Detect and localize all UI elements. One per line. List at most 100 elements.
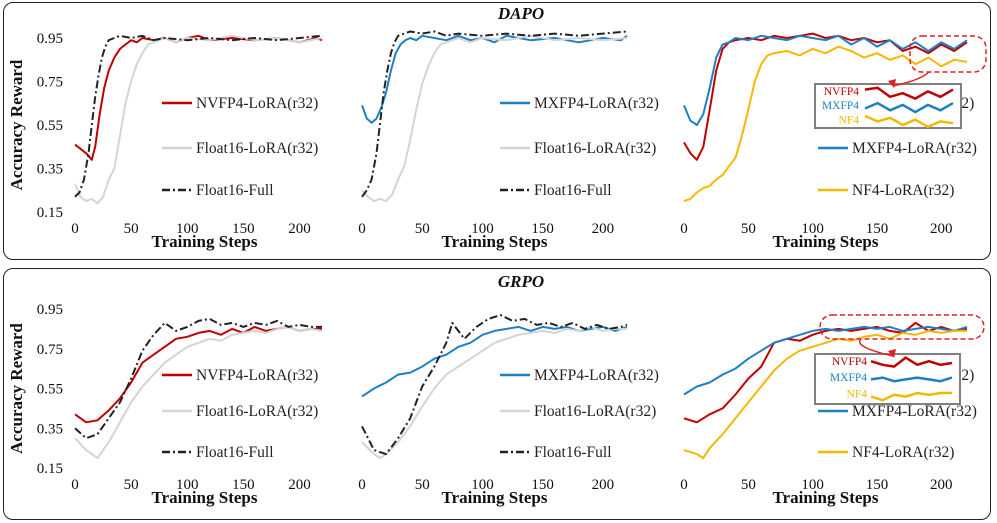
chart-grpo-2-xtick-label: 150 [531, 477, 554, 493]
chart-grpo-3-inset-label: NF4 [847, 388, 868, 400]
chart-grpo-3-zoom-arrow [859, 338, 894, 357]
chart-dapo-2-series-line-2 [361, 30, 628, 198]
chart-dapo-3-inset-frame [814, 83, 962, 129]
chart-grpo-1-ytick-label: 0.15 [37, 461, 63, 477]
chart-grpo-3-series-line-0 [683, 321, 968, 424]
chart-grpo-3-x-axis-label: Training Steps [773, 488, 879, 507]
chart-grpo-3-inset-label: MXFP4 [830, 372, 867, 384]
chart-dapo-2-series-line-1 [361, 34, 628, 203]
chart-dapo-3-inset-label: NF4 [839, 114, 860, 126]
chart-grpo-1-x-axis-label: Training Steps [152, 488, 258, 507]
chart-dapo-3-inset-series-line-1 [864, 101, 954, 114]
chart-dapo-2-legend-label: Float16-Full [534, 182, 612, 199]
chart-dapo-3-inset-label: MXFP4 [822, 100, 859, 112]
grpo-group-title: GRPO [497, 272, 545, 291]
chart-grpo-3-series-line-2 [683, 329, 967, 460]
chart-dapo-3-xtick-label: 100 [801, 221, 824, 237]
chart-dapo-2-legend-label: MXFP4-LoRA(r32) [534, 95, 659, 112]
chart-dapo-1-ytick-label: 0.55 [37, 118, 63, 134]
chart-grpo-1-xtick-label: 150 [232, 477, 255, 493]
chart-dapo-2-x-axis-label: Training Steps [442, 232, 548, 251]
chart-dapo-1-xtick-label: 0 [71, 221, 79, 237]
chart-dapo-3-zoom-region-box [909, 35, 987, 73]
chart-grpo-2-series-line-1 [361, 325, 627, 460]
chart-grpo-3-inset-series-line-0 [870, 356, 953, 368]
chart-grpo-3-xtick-label: 0 [680, 477, 688, 493]
chart-dapo-1-legend-label: Float16-LoRA(r32) [196, 140, 318, 157]
grpo-group-frame [3, 268, 991, 520]
chart-dapo-2-xtick-label: 200 [592, 221, 615, 237]
chart-dapo-1-ytick-label: 0.15 [37, 205, 63, 221]
chart-dapo-3-inset-label: NVFP4 [824, 86, 859, 98]
chart-dapo-1-xtick-label: 100 [176, 221, 199, 237]
chart-grpo-1-xtick-label: 0 [71, 477, 79, 493]
chart-dapo-2-xtick-label: 150 [531, 221, 554, 237]
chart-dapo-1-ytick-label: 0.35 [37, 162, 63, 178]
chart-dapo-3-xtick-label: 200 [930, 221, 953, 237]
chart-grpo-2-series-line-2 [361, 314, 628, 456]
chart-grpo-1-xtick-label: 100 [176, 477, 199, 493]
chart-grpo-1-series-line-1 [74, 325, 323, 460]
chart-grpo-1-y-axis-label: Accuracy Reward [7, 323, 26, 454]
chart-grpo-1-legend-label: NVFP4-LoRA(r32) [196, 367, 318, 384]
chart-dapo-1-xtick-label: 200 [288, 221, 311, 237]
chart-grpo-2-xtick-label: 100 [471, 477, 494, 493]
chart-dapo-1-y-axis-label: Accuracy Reward [7, 59, 26, 190]
chart-grpo-2-series-line-0 [361, 325, 628, 398]
chart-dapo-3-legend-label: NF4-LoRA(r32) [852, 182, 954, 199]
chart-grpo-3-legend-label: MXFP4-LoRA(r32) [852, 403, 977, 420]
chart-dapo-1-legend-label: Float16-Full [196, 182, 274, 199]
dapo-group-title: DAPO [497, 4, 545, 23]
chart-dapo-1-xtick-label: 150 [232, 221, 255, 237]
chart-dapo-2-xtick-label: 100 [471, 221, 494, 237]
chart-dapo-1-xtick-label: 50 [124, 221, 139, 237]
chart-grpo-2-x-axis-label: Training Steps [442, 488, 548, 507]
chart-grpo-2-legend-label: Float16-LoRA(r32) [534, 403, 656, 420]
chart-dapo-1-series-line-1 [74, 34, 323, 205]
chart-grpo-1-legend-label: Float16-Full [196, 444, 274, 461]
chart-grpo-2-legend-label: Float16-Full [534, 444, 612, 461]
chart-grpo-1-ytick-label: 0.55 [37, 382, 63, 398]
chart-grpo-2-legend-label: MXFP4-LoRA(r32) [534, 367, 659, 384]
chart-grpo-1-xtick-label: 50 [124, 477, 139, 493]
chart-grpo-3-zoom-arrowhead [888, 349, 896, 358]
chart-grpo-1-ytick-label: 0.75 [37, 342, 63, 358]
chart-grpo-1-legend-label: Float16-LoRA(r32) [196, 403, 318, 420]
chart-dapo-1-legend-label: NVFP4-LoRA(r32) [196, 95, 318, 112]
chart-grpo-1-ytick-label: 0.35 [37, 421, 63, 437]
chart-dapo-3-inset-series-line-2 [864, 114, 954, 129]
chart-grpo-2-xtick-label: 0 [358, 477, 366, 493]
chart-dapo-3-zoom-arrowhead [888, 79, 896, 88]
chart-grpo-1-ytick-label: 0.95 [37, 302, 63, 318]
chart-dapo-2-legend-label: Float16-LoRA(r32) [534, 140, 656, 157]
chart-dapo-1-ytick-label: 0.95 [37, 31, 63, 47]
chart-grpo-1-xtick-label: 200 [288, 477, 311, 493]
chart-grpo-2-xtick-label: 50 [415, 477, 430, 493]
chart-grpo-3-zoom-region-box [819, 314, 985, 340]
chart-dapo-3-series-line-2 [683, 45, 968, 203]
chart-grpo-3-xtick-label: 150 [866, 477, 889, 493]
chart-dapo-3-xtick-label: 50 [741, 221, 756, 237]
chart-grpo-3-xtick-label: 200 [930, 477, 953, 493]
chart-dapo-3-x-axis-label: Training Steps [773, 232, 879, 251]
chart-grpo-3-series-line-1 [683, 325, 968, 396]
chart-grpo-3-inset-series-line-1 [870, 376, 953, 383]
chart-grpo-3-xtick-label: 100 [801, 477, 824, 493]
chart-grpo-2-xtick-label: 200 [592, 477, 615, 493]
chart-dapo-1-series-line-2 [74, 34, 323, 198]
chart-dapo-3-inset-series-line-0 [864, 86, 954, 100]
chart-dapo-1-x-axis-label: Training Steps [152, 232, 258, 251]
chart-grpo-3-xtick-label: 50 [741, 477, 756, 493]
dapo-group-frame [3, 2, 991, 260]
chart-grpo-3-inset-label: NVFP4 [832, 356, 867, 368]
chart-dapo-2-xtick-label: 0 [358, 221, 366, 237]
chart-dapo-1-ytick-label: 0.75 [37, 75, 63, 91]
chart-grpo-3-inset-series-line-2 [870, 391, 952, 402]
chart-dapo-2-xtick-label: 50 [415, 221, 430, 237]
chart-dapo-3-xtick-label: 150 [866, 221, 889, 237]
chart-dapo-3-zoom-arrow [892, 71, 930, 87]
chart-dapo-3-xtick-label: 0 [680, 221, 688, 237]
chart-grpo-1-series-line-2 [74, 317, 322, 440]
chart-dapo-3-legend-label: MXFP4-LoRA(r32) [852, 140, 977, 157]
